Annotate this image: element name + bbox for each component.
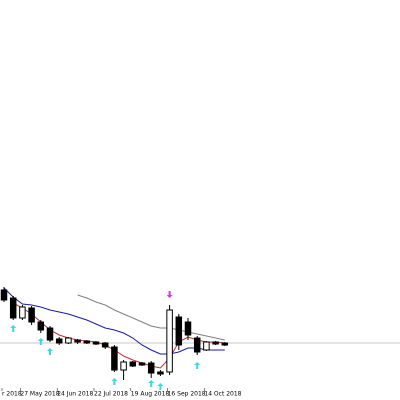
candle-body [19,306,26,319]
candle-body [138,362,146,366]
candle-body [0,289,8,301]
candle-body [37,321,45,331]
x-tick-label: r 2018 [2,391,22,398]
candle-body [193,337,201,353]
candle-body [184,321,192,336]
x-tick-label: 27 May 2018 [20,391,59,398]
buy-arrow [37,338,44,345]
x-tick-label: 24 Jun 2018 [57,391,93,398]
candle-body [147,362,155,374]
candle-body [120,361,127,371]
candle-body [55,338,63,344]
buy-arrow [111,378,118,385]
candle-body [221,342,229,346]
candle-body [101,342,109,348]
candle-body [175,316,183,346]
candle-body [111,346,118,371]
candle-body [83,340,91,344]
buy-arrow [10,325,17,332]
x-tick-label: 14 Oct 2018 [204,391,241,398]
candle-body [157,371,164,375]
buy-arrow [148,380,155,387]
candle-body [92,341,100,345]
x-tick-label: 22 Jul 2018 [94,391,128,398]
buy-arrow [194,362,201,369]
x-tick-label: 16 Sep 2018 [168,391,206,398]
candle-body [166,309,173,373]
indicator-line [3,287,225,355]
indicator-line [12,302,225,369]
candle-body [74,339,81,343]
candle-body [212,341,219,345]
candle-body [203,341,210,351]
indicator-line [77,294,225,341]
candle-body [9,297,17,319]
x-tick-label: 19 Aug 2018 [131,391,170,398]
buy-arrow [47,348,53,355]
candle-body [65,337,72,344]
buy-arrow [157,383,164,390]
candle-body [46,327,54,341]
candle-body [28,307,35,323]
sell-arrow [166,291,173,298]
candle-body [129,361,137,367]
